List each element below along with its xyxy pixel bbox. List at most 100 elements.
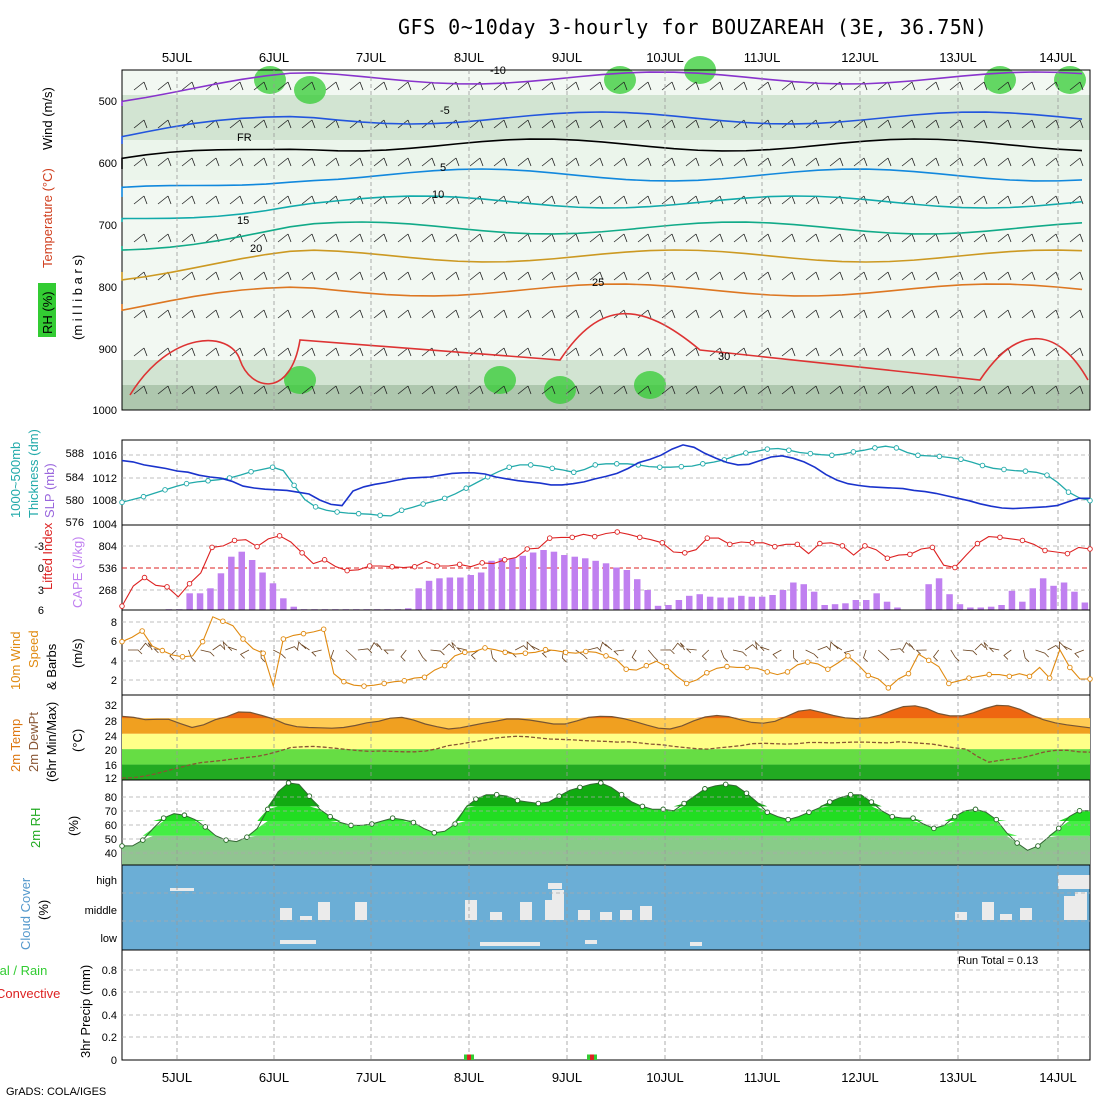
wind-barb [781, 309, 796, 319]
cape-bar [935, 578, 943, 610]
rh2m-line-point [931, 825, 937, 832]
thickness-line-point [786, 447, 792, 453]
wind-barb [517, 271, 532, 281]
wind10m-barb [212, 644, 225, 651]
wind10m-line-point [179, 654, 186, 660]
p1-frame [121, 69, 1091, 411]
lifted-index-line-point [839, 543, 846, 549]
rh2m-line-point [681, 800, 687, 807]
wind-barb [997, 385, 1012, 395]
wind-barb [853, 157, 868, 167]
wind10m-barb [357, 648, 373, 654]
wind-barb [205, 347, 220, 357]
wind-barb [877, 233, 892, 243]
wind-barb [781, 233, 796, 243]
cape-bar [238, 551, 245, 610]
wind-barb [1045, 309, 1060, 319]
wind10m-line-point [542, 646, 549, 653]
cape-bar [1029, 588, 1036, 610]
wind-barb [949, 157, 964, 167]
wind10m-barb [1035, 649, 1050, 658]
lifted-index-line-point [1042, 547, 1048, 554]
wind-barb [949, 233, 964, 243]
wind-barb [901, 157, 916, 167]
wind-barb [469, 233, 484, 243]
cape-bar [717, 597, 724, 610]
thickness-line-point [936, 453, 943, 460]
wind-barb [589, 119, 604, 129]
cape-bar [883, 601, 891, 610]
wind10m-barb [515, 645, 528, 651]
wind-barb [301, 81, 316, 91]
wind10m-line-point [683, 680, 690, 687]
cape-bar [873, 593, 880, 610]
wind10m-line-point [1006, 673, 1013, 680]
wind-barb [157, 385, 172, 395]
wind-barb [1021, 271, 1036, 281]
wind10m-line-point [462, 649, 468, 656]
cape-bar [290, 606, 297, 610]
wind-barb [949, 347, 964, 357]
wind-barb [349, 271, 364, 281]
wind-barb [757, 271, 772, 281]
thickness-line-point [441, 495, 448, 502]
wind-barb [133, 119, 148, 129]
wind-barb [901, 385, 916, 395]
rh-band [122, 385, 1090, 410]
cape-bar [727, 597, 735, 610]
wind10m-barb [430, 649, 445, 656]
wind-barb [205, 385, 220, 395]
wind-barb [493, 233, 508, 243]
p5-label-d: (°C) [70, 729, 85, 752]
rh2m-line-point [431, 830, 438, 836]
rh2m-line-point [660, 806, 666, 813]
rh2m-panel: 80 70 60 50 40 [105, 779, 1091, 866]
thickness-line-point [570, 469, 577, 476]
wind-barb [925, 233, 940, 243]
cape-bar [415, 588, 422, 610]
x-date-label-bottom: 8JUL [454, 1070, 484, 1085]
wind-barb [373, 271, 388, 281]
wind10m-barb [754, 640, 760, 651]
p8-label-b: Convective [0, 986, 60, 1001]
wind-barb [637, 385, 652, 395]
wind-barb [829, 385, 844, 395]
thickness-line-point [850, 449, 857, 455]
wind-barb [901, 271, 916, 281]
thickness-line-point [764, 446, 771, 452]
y-tick-label: 0.8 [102, 965, 117, 977]
x-date-label-bottom: 11JUL [744, 1070, 781, 1085]
rh2m-line-point [306, 793, 313, 799]
y-tick-label: 0.2 [102, 1032, 117, 1044]
rh2m-line-point [702, 786, 708, 792]
wind-barb [373, 385, 388, 395]
wind10m-barb [660, 649, 675, 655]
wind10m-line-point [885, 685, 892, 691]
wind-barb [349, 157, 364, 167]
wind-barb [517, 157, 532, 167]
wind10m-line-point [522, 650, 529, 656]
thickness-line-point [1065, 489, 1072, 495]
y-tick-label: 40 [105, 848, 117, 860]
wind-barb [973, 385, 988, 395]
wind-barb [1021, 385, 1036, 395]
wind-barb [373, 157, 388, 167]
wind-barb [253, 195, 268, 205]
wind10m-barb [744, 644, 757, 651]
wind-barb [253, 347, 268, 357]
rh2m-line-point [743, 790, 750, 796]
wind10m-line-point [300, 630, 307, 637]
cape-bar [269, 583, 277, 610]
wind-barb [661, 309, 676, 319]
cloud-mid-block [982, 902, 994, 920]
cape-bar [1071, 591, 1078, 610]
wind-barb [565, 195, 580, 205]
p4-label-c: & Barbs [44, 643, 59, 690]
wind-barb [301, 309, 316, 319]
wind-barb [997, 157, 1012, 167]
cape-bar [967, 607, 974, 610]
temp-contour [121, 221, 1083, 251]
cloud-mid-block [280, 908, 292, 920]
wind10m-barb [685, 648, 697, 654]
wind-barb [589, 195, 604, 205]
